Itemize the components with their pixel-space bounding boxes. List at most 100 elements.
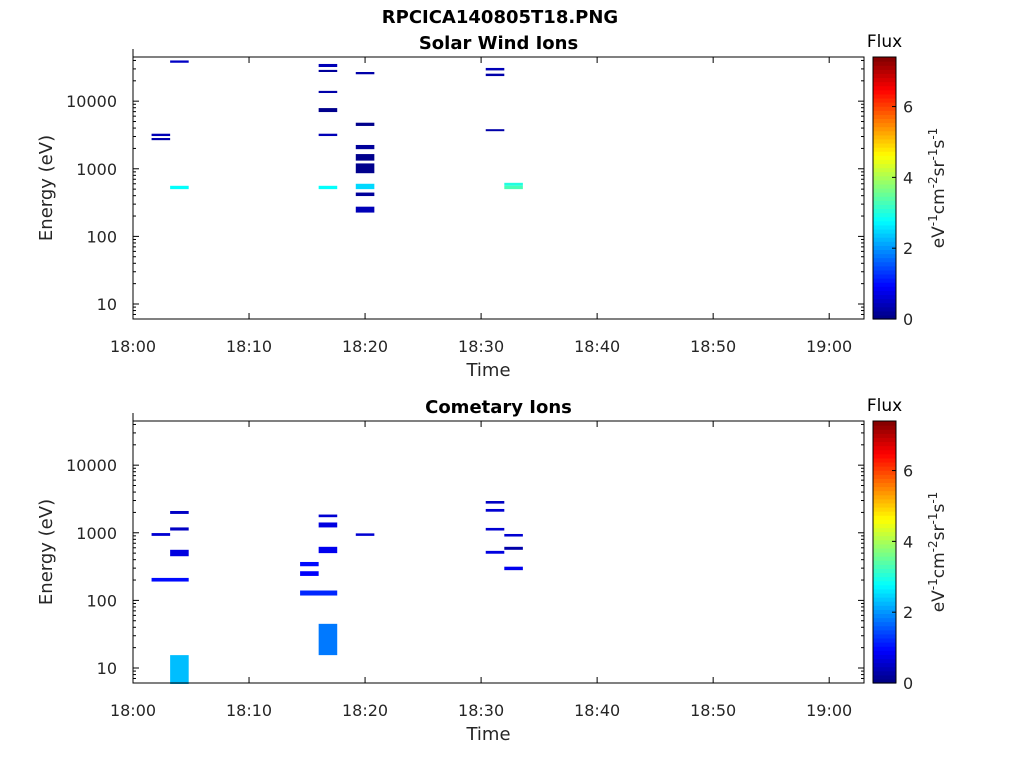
colorbar-segment	[873, 461, 896, 467]
colorbar-segment	[873, 208, 896, 214]
colorbar-segment	[873, 498, 896, 504]
data-cell	[485, 67, 505, 71]
colorbar-segment	[873, 122, 896, 128]
colorbar-segment	[873, 159, 896, 165]
y-tick-label: 10000	[66, 456, 117, 475]
colorbar-segment	[873, 212, 896, 218]
colorbar-segment	[873, 142, 896, 148]
colorbar-segment	[873, 286, 896, 291]
data-cell	[355, 144, 375, 150]
data-cell	[170, 549, 189, 557]
colorbar-segment	[873, 568, 896, 574]
y-axis-label: Energy (eV)	[36, 135, 57, 241]
colorbar-segment	[873, 576, 896, 582]
colorbar-tick-label: 0	[903, 674, 913, 693]
y-tick-label: 1000	[76, 160, 117, 179]
data-cell	[170, 527, 189, 531]
colorbar-segment	[873, 523, 896, 529]
colorbar-tick-label: 4	[903, 168, 913, 187]
colorbar-title: Flux	[867, 396, 902, 416]
colorbar-tick-label: 2	[903, 603, 913, 622]
colorbar-segment	[873, 629, 896, 635]
colorbar-segment	[873, 674, 896, 680]
colorbar-segment	[873, 642, 896, 647]
colorbar-segment	[873, 633, 896, 639]
colorbar-segment	[873, 560, 896, 565]
colorbar-segment	[873, 118, 896, 124]
colorbar-segment	[873, 646, 896, 651]
data-cell	[318, 63, 338, 68]
colorbar-segment	[873, 502, 896, 508]
colorbar-tick-label: 2	[903, 239, 913, 258]
data-cell	[504, 566, 523, 571]
colorbar-frame	[872, 420, 897, 684]
colorbar-unit-label: eV-1cm-2sr-1s-1	[926, 492, 949, 613]
colorbar-segment	[873, 490, 896, 496]
colorbar-segment	[873, 183, 896, 189]
colorbar-segment	[873, 515, 896, 520]
colorbar-tick-label: 6	[903, 98, 913, 117]
colorbar-segment	[873, 237, 896, 242]
colorbar-segment	[873, 425, 896, 430]
plot-frame	[132, 56, 865, 320]
data-cell	[151, 133, 171, 137]
colorbar-segment	[873, 654, 896, 660]
colorbar-segment	[873, 564, 896, 569]
plot-area	[133, 57, 864, 319]
colorbar-segment	[873, 637, 896, 643]
colorbar-segment	[873, 151, 896, 156]
colorbar-segment	[873, 601, 896, 606]
colorbar-segment	[873, 245, 896, 251]
colorbar-segment	[873, 572, 896, 578]
colorbar-segment	[873, 470, 896, 475]
colorbar-segment	[873, 306, 896, 312]
y-tick-label: 10000	[66, 92, 117, 111]
colorbar-segment	[873, 662, 896, 668]
plot-frame	[132, 420, 865, 684]
colorbar-segment	[873, 93, 896, 99]
data-cell	[355, 71, 375, 75]
x-axis-label: Time	[465, 724, 510, 745]
colorbar-segment	[873, 77, 896, 83]
data-cell	[318, 69, 338, 72]
colorbar-segment	[873, 584, 896, 590]
y-tick-label: 10	[97, 295, 117, 314]
chart-panel-1: Solar Wind Ions 18:00 18:10 18:20 18:30 18:40…	[36, 32, 949, 381]
colorbar-segment	[873, 249, 896, 255]
colorbar-segment	[873, 89, 896, 95]
colorbar-segment	[873, 519, 896, 524]
colorbar-segment	[873, 265, 896, 271]
data-cell	[485, 550, 505, 554]
data-cell	[485, 129, 505, 132]
colorbar-segment	[873, 547, 896, 553]
data-cell	[318, 546, 338, 554]
y-tick-label: 10	[97, 659, 117, 678]
data-cell	[151, 533, 171, 536]
colorbar-segment	[873, 617, 896, 623]
y-tick-label: 100	[86, 591, 117, 610]
data-cell	[300, 561, 319, 567]
panel-title: Solar Wind Ions	[419, 33, 578, 54]
data-cell	[318, 133, 338, 137]
colorbar-segment	[873, 429, 896, 434]
data-cell	[318, 185, 338, 190]
data-cell	[355, 163, 375, 174]
colorbar-segment	[873, 69, 896, 74]
colorbar-title: Flux	[867, 32, 902, 52]
data-cell	[170, 510, 189, 514]
colorbar-segment	[873, 605, 896, 610]
x-tick-label: 18:10	[226, 337, 272, 356]
colorbar-segment	[873, 552, 896, 557]
colorbar-segment	[873, 466, 896, 471]
data-cell	[504, 546, 523, 550]
chart-panel-2: Cometary Ions 18:00 18:10 18:20 18:30 18:40 18…	[36, 396, 949, 745]
x-tick-label: 18:10	[226, 701, 272, 720]
data-cell	[355, 154, 375, 161]
colorbar-segment	[873, 294, 896, 300]
colorbar-segment	[873, 97, 896, 103]
data-cell	[318, 90, 338, 94]
x-tick-label: 18:50	[690, 337, 736, 356]
colorbar-segment	[873, 580, 896, 586]
colorbar-segment	[873, 81, 896, 87]
